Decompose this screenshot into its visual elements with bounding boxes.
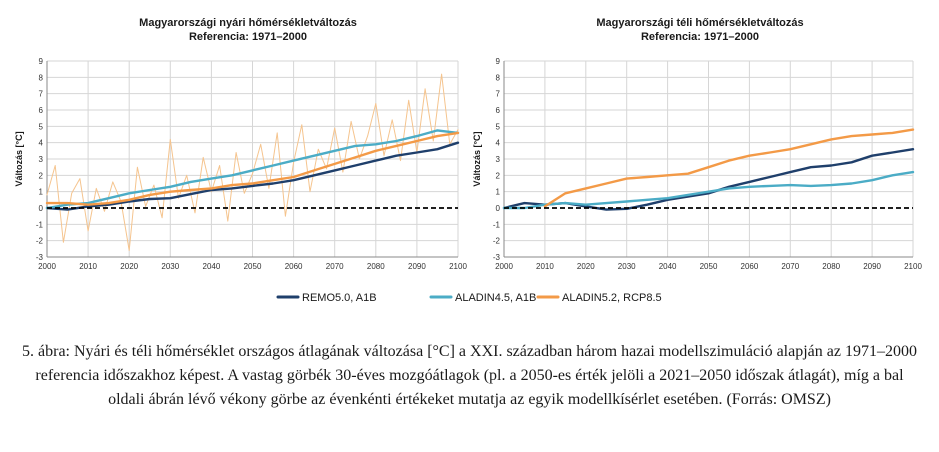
chart1-y-tick-label: 1	[39, 188, 44, 197]
chart1-y-tick-label: 8	[39, 73, 44, 82]
chart2-x-tick-label: 2060	[741, 262, 759, 271]
chart1-series-aladin4-5-a1b	[45, 129, 460, 210]
figure-caption: 5. ábra: Nyári és téli hőmérséklet orszá…	[22, 343, 917, 408]
chart2-title: Magyarországi téli hőmérsékletváltozás	[596, 17, 803, 29]
chart1-title: Magyarországi nyári hőmérsékletváltozás	[139, 17, 357, 29]
chart2-y-tick-label: 3	[496, 155, 501, 164]
chart2-x-tick-label: 2030	[618, 262, 636, 271]
chart1-y-tick-label: -1	[36, 220, 44, 229]
chart1-x-tick-label: 2020	[120, 262, 138, 271]
chart1-x-tick-label: 2030	[161, 262, 179, 271]
chart1-series-remo5-0-a1b	[45, 141, 460, 211]
chart1-y-tick-label: 7	[39, 90, 44, 99]
chart2-y-tick-label: 6	[496, 106, 501, 115]
chart1-x-tick-label: 2040	[203, 262, 221, 271]
chart1-x-tick-label: 2010	[79, 262, 97, 271]
legend-label-1: REMO5.0, A1B	[302, 292, 377, 304]
chart1-x-tick-label: 2090	[408, 262, 426, 271]
chart2-series-aladin5-2-rcp8-5	[543, 128, 915, 208]
chart1-series-aladin5-2-rcp8-5	[45, 131, 460, 206]
chart2-y-tick-label: -2	[493, 237, 501, 246]
chart2-y-tick-label: 0	[496, 204, 501, 213]
chart1-series-annual-values	[46, 73, 459, 251]
legend-label-3: ALADIN5.2, RCP8.5	[562, 292, 662, 304]
chart2-y-tick-label: 7	[496, 90, 501, 99]
chart2-y-tick-label: 9	[496, 57, 501, 66]
chart2-x-tick-label: 2050	[700, 262, 718, 271]
chart2-y-tick-label: 5	[496, 122, 501, 131]
chart1-y-tick-label: 4	[39, 139, 44, 148]
chart2-y-tick-label: 4	[496, 139, 501, 148]
chart2-x-tick-label: 2040	[659, 262, 677, 271]
chart1-x-tick-label: 2080	[367, 262, 385, 271]
chart2-x-tick-label: 2000	[495, 262, 513, 271]
chart2-x-tick-label: 2090	[863, 262, 881, 271]
chart1-subtitle: Referencia: 1971–2000	[189, 31, 307, 43]
chart2-y-tick-label: 8	[496, 73, 501, 82]
chart2-x-tick-label: 2070	[781, 262, 799, 271]
chart1-y-tick-label: 5	[39, 122, 44, 131]
chart1-y-tick-label: -2	[36, 237, 44, 246]
figure-svg: Magyarországi nyári hőmérsékletváltozás R…	[14, 17, 922, 304]
chart1-x-tick-label: 2100	[449, 262, 467, 271]
chart2-subtitle: Referencia: 1971–2000	[641, 31, 759, 43]
chart1-x-tick-label: 2000	[38, 262, 56, 271]
chart1-x-tick-label: 2070	[326, 262, 344, 271]
chart1-y-axis-label: Változás [°C]	[14, 131, 24, 186]
chart2-y-tick-label: 2	[496, 171, 501, 180]
chart1-x-tick-label: 2060	[285, 262, 303, 271]
chart1-y-tick-label: 9	[39, 57, 44, 66]
chart2-x-tick-label: 2100	[904, 262, 922, 271]
chart1-y-tick-label: 6	[39, 106, 44, 115]
chart2-series-aladin4-5-a1b	[502, 170, 915, 210]
chart2-y-tick-label: 1	[496, 188, 501, 197]
chart1-y-tick-label: -3	[36, 253, 44, 262]
legend-label-2: ALADIN4.5, A1B	[455, 292, 536, 304]
chart1-y-tick-label: 3	[39, 155, 44, 164]
chart1-y-tick-label: 0	[39, 204, 44, 213]
chart1-x-tick-label: 2050	[244, 262, 262, 271]
chart2-y-tick-label: -1	[493, 220, 501, 229]
figure: Magyarországi nyári hőmérsékletváltozás R…	[14, 17, 922, 304]
chart2-y-tick-label: -3	[493, 253, 501, 262]
chart2-x-tick-label: 2020	[577, 262, 595, 271]
chart1-y-tick-label: 2	[39, 171, 44, 180]
chart2-y-axis-label: Változás [°C]	[472, 131, 482, 186]
chart2-x-tick-label: 2010	[536, 262, 554, 271]
chart2-x-tick-label: 2080	[822, 262, 840, 271]
